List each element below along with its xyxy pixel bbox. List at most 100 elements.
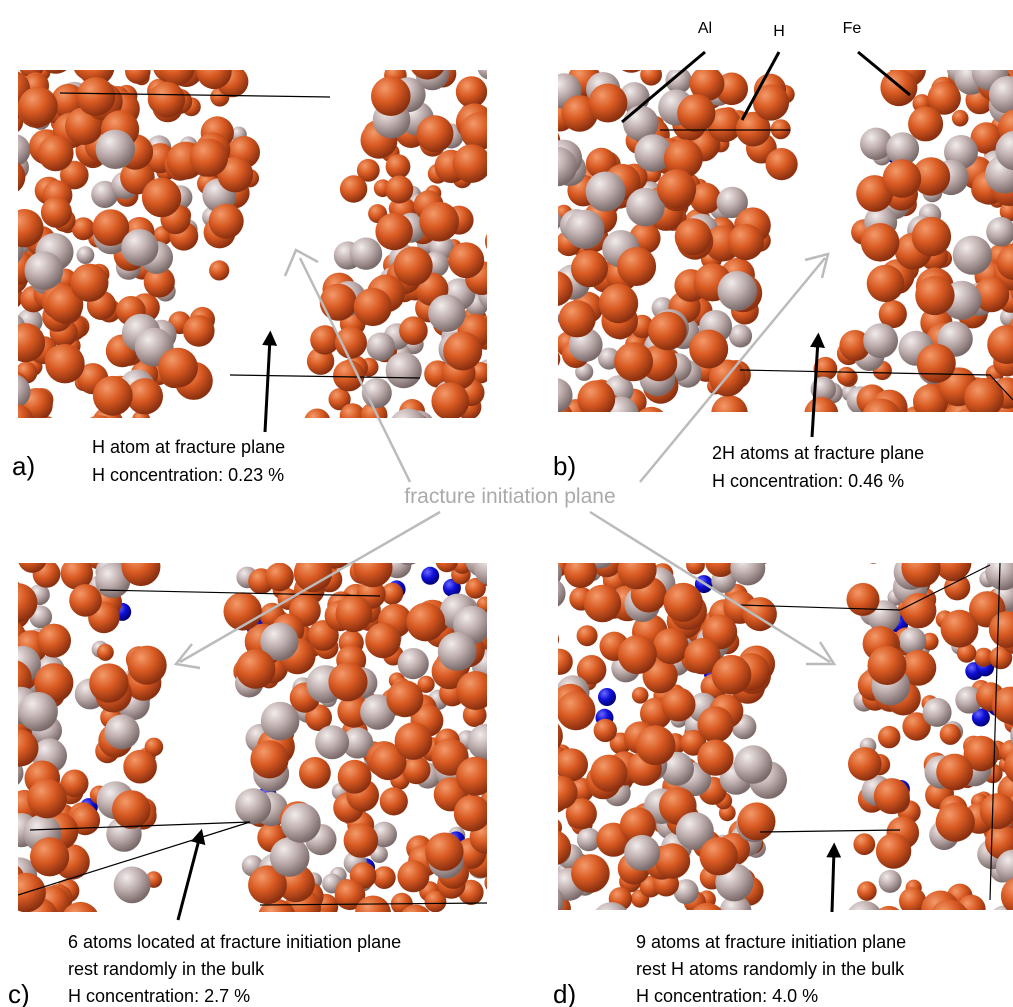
atom — [468, 724, 505, 761]
atom — [125, 58, 151, 84]
atom-panel — [0, 533, 516, 941]
atom — [547, 649, 573, 675]
atom — [535, 400, 553, 418]
atom — [112, 790, 151, 829]
atom — [431, 382, 469, 420]
atom — [335, 327, 367, 359]
atom — [38, 38, 74, 74]
atom — [428, 295, 465, 332]
atom — [848, 747, 882, 781]
atom — [664, 47, 684, 67]
atom — [406, 603, 445, 642]
atom — [477, 55, 502, 80]
atom — [535, 578, 565, 608]
atom — [542, 334, 560, 352]
atom — [614, 342, 653, 381]
atom — [489, 379, 512, 402]
atom — [448, 242, 484, 278]
atom — [538, 348, 561, 371]
atom — [0, 226, 13, 243]
atom — [592, 902, 631, 941]
atom — [577, 380, 615, 418]
atom — [436, 550, 458, 572]
atom — [544, 776, 578, 810]
atom — [93, 376, 133, 416]
atom — [265, 563, 294, 592]
atom — [648, 312, 687, 351]
atom — [124, 52, 142, 70]
atom — [940, 724, 961, 745]
atom — [936, 803, 975, 842]
atom — [538, 378, 573, 413]
atom — [577, 625, 598, 646]
atom — [876, 833, 911, 868]
atom — [333, 360, 364, 391]
fe-label: Fe — [843, 20, 862, 37]
atom — [149, 82, 185, 118]
atom — [526, 718, 563, 755]
caption-line: 6 atoms located at fracture initiation p… — [68, 932, 401, 952]
atom — [538, 147, 577, 186]
atom — [571, 250, 608, 287]
atom — [862, 399, 901, 438]
caption-line: H concentration: 0.23 % — [92, 465, 284, 485]
atom — [490, 302, 510, 322]
atom — [393, 534, 424, 565]
caption-line: 2H atoms at fracture plane — [712, 443, 924, 463]
atom — [34, 416, 57, 439]
atom — [941, 610, 979, 648]
atom — [883, 159, 922, 198]
atom — [250, 740, 288, 778]
atom — [96, 130, 135, 169]
atom — [712, 655, 752, 695]
atom — [386, 154, 411, 179]
atom — [934, 544, 971, 581]
atom — [261, 702, 300, 741]
atom — [711, 906, 737, 932]
panel-letter: b) — [553, 451, 576, 481]
atom — [598, 688, 616, 706]
atom — [927, 415, 949, 437]
atom — [123, 750, 157, 784]
atom — [30, 837, 69, 876]
atom — [861, 223, 900, 262]
atom — [487, 755, 505, 773]
fracture-plane-label: fracture initiation plane — [404, 485, 615, 508]
atom — [344, 823, 379, 858]
atom — [618, 635, 657, 674]
atom — [590, 755, 627, 792]
panel-letter: d) — [553, 979, 576, 1007]
atom — [45, 344, 84, 383]
atom — [653, 628, 689, 664]
atom — [354, 288, 392, 326]
atom — [77, 246, 95, 264]
atom — [121, 229, 158, 266]
panel-letter: a) — [12, 451, 35, 481]
atom — [952, 110, 969, 127]
atom — [635, 407, 669, 441]
atom — [125, 541, 143, 559]
atom — [209, 260, 229, 280]
atom — [399, 316, 428, 345]
atom — [299, 757, 331, 789]
atom — [315, 725, 349, 759]
atom — [373, 866, 396, 889]
atom — [565, 210, 604, 249]
atom — [338, 760, 372, 794]
atom — [6, 323, 45, 362]
atom — [97, 644, 114, 661]
atom — [657, 169, 696, 208]
atom — [624, 835, 660, 871]
atom — [236, 649, 276, 689]
atom — [398, 648, 429, 679]
atom — [270, 837, 310, 877]
atom — [729, 324, 752, 347]
atom — [728, 224, 764, 260]
atom — [158, 348, 198, 388]
atom — [25, 251, 64, 290]
atom — [559, 300, 596, 337]
atom — [986, 217, 1013, 246]
atom — [588, 84, 627, 123]
atom — [209, 204, 244, 239]
atom — [397, 860, 429, 892]
